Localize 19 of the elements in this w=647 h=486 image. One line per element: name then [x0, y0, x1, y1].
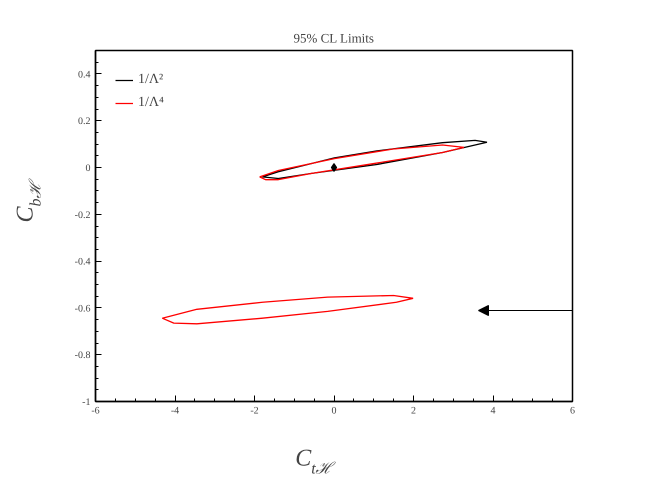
x-tick-label: -4 — [170, 406, 180, 416]
legend-label: 1/Λ⁴ — [138, 95, 164, 111]
x-tick-label: 4 — [490, 406, 496, 416]
legend-label: 1/Λ² — [138, 72, 164, 88]
chart-title: 95% CL Limits — [294, 30, 374, 46]
y-tick-label: -1 — [82, 397, 91, 408]
y-tick-label: 0.2 — [78, 116, 90, 128]
x-tick-label: 0 — [332, 406, 336, 416]
y-axis-title: Cbℋ — [12, 178, 44, 223]
x-tick-label: 2 — [411, 406, 416, 416]
y-tick-label: -0.4 — [74, 256, 91, 268]
y-tick-label: -0.8 — [74, 350, 91, 362]
x-tick-label: -6 — [91, 406, 100, 416]
y-tick-label: 0 — [86, 163, 90, 174]
y-tick-label: -0.2 — [74, 210, 91, 221]
x-tick-label: -2 — [250, 406, 259, 416]
y-tick-label: -0.6 — [74, 303, 91, 314]
x-tick-label: 6 — [570, 406, 575, 416]
y-tick-label: 0.4 — [78, 69, 90, 80]
